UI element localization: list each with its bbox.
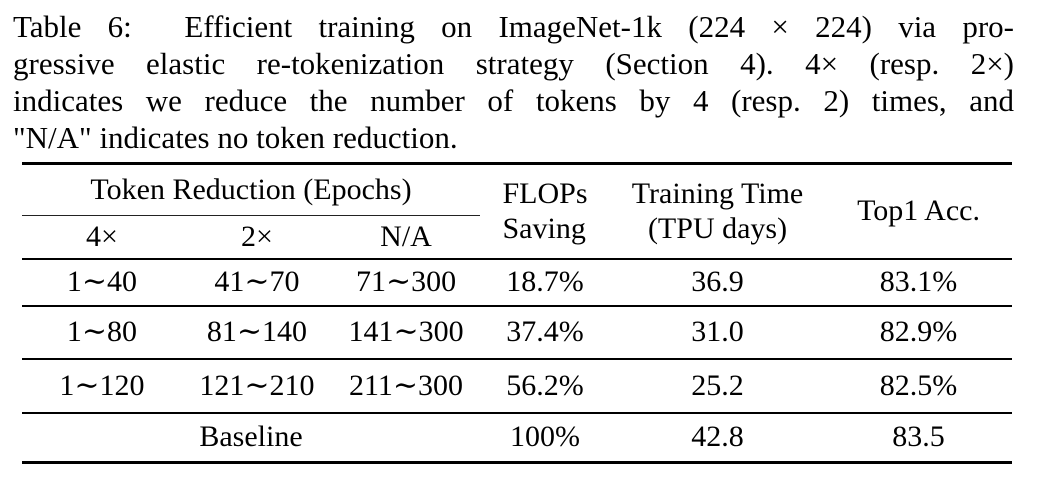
cell-4x-epochs: 1∼120 [59,368,145,402]
cell-training-time: 42.8 [691,420,744,454]
flops-saving-label: FLOPs Saving [502,176,587,246]
cell-top1-acc: 83.5 [892,420,945,454]
cell-top1-acc: 82.9% [879,315,958,348]
sub-header-4x: 4× [86,219,118,253]
cell-na-epochs: 211∼300 [348,368,464,402]
col-header-top1-acc: Top1 Acc. [857,194,980,228]
cell-na-epochs: 71∼300 [355,265,457,298]
cell-2x-epochs: 41∼70 [214,265,300,298]
sub-header-na: N/A [380,219,432,253]
flops-saving-line2: Saving [502,212,586,246]
caption-line-4: "N/A" indicates no token reduction. [13,120,458,155]
cell-2x-epochs: 81∼140 [206,315,308,348]
training-time-label: Training Time (TPU days) [632,176,803,246]
cell-training-time: 25.2 [691,368,744,402]
results-table: Token Reduction (Epochs) FLOPs Saving Tr… [22,162,1013,464]
training-time-line1: Training Time [631,177,804,211]
caption-line-1: Table 6: Efficient training on ImageNet-… [13,9,1014,44]
col-header-training-time: Training Time (TPU days) [610,164,825,259]
flops-saving-line1: FLOPs [502,177,588,211]
table-row: 1∼80 81∼140 141∼300 37.4% 31.0 82.9% [22,306,1013,359]
header-group-row: Token Reduction (Epochs) FLOPs Saving Tr… [22,163,1012,245]
cell-training-time: 31.0 [691,315,744,348]
table-row-baseline: Baseline 100% 42.8 83.5 [22,413,1012,463]
sub-header-2x: 2× [241,219,273,253]
cell-2x-epochs: 121∼210 [199,368,315,402]
cell-na-epochs: 141∼300 [348,315,464,348]
cell-flops-saving: 100% [510,420,581,454]
col-group-header-token-reduction: Token Reduction (Epochs) [22,163,481,216]
cell-flops-saving: 56.2% [506,368,584,402]
cell-baseline-label: Baseline [199,420,303,454]
cell-top1-acc: 82.5% [879,368,958,402]
caption-line-3: indicates we reduce the number of tokens… [13,83,1014,118]
col-header-flops-saving: FLOPs Saving [480,164,610,259]
cell-top1-acc: 83.1% [879,265,958,298]
cell-flops-saving: 18.7% [506,265,584,298]
table-row: 1∼120 121∼210 211∼300 56.2% 25.2 82.5% [22,359,1013,413]
caption-line-2: gressive elastic re-tokenization strateg… [13,46,1014,81]
cell-4x-epochs: 1∼40 [66,265,138,298]
table-row: 1∼40 41∼70 71∼300 18.7% 36.9 83.1% [22,259,1013,306]
cell-flops-saving: 37.4% [506,315,584,348]
cell-4x-epochs: 1∼80 [66,315,138,348]
cell-training-time: 36.9 [691,265,744,298]
table-caption: Table 6: Efficient training on ImageNet-… [13,8,1014,156]
training-time-line2: (TPU days) [647,212,788,246]
